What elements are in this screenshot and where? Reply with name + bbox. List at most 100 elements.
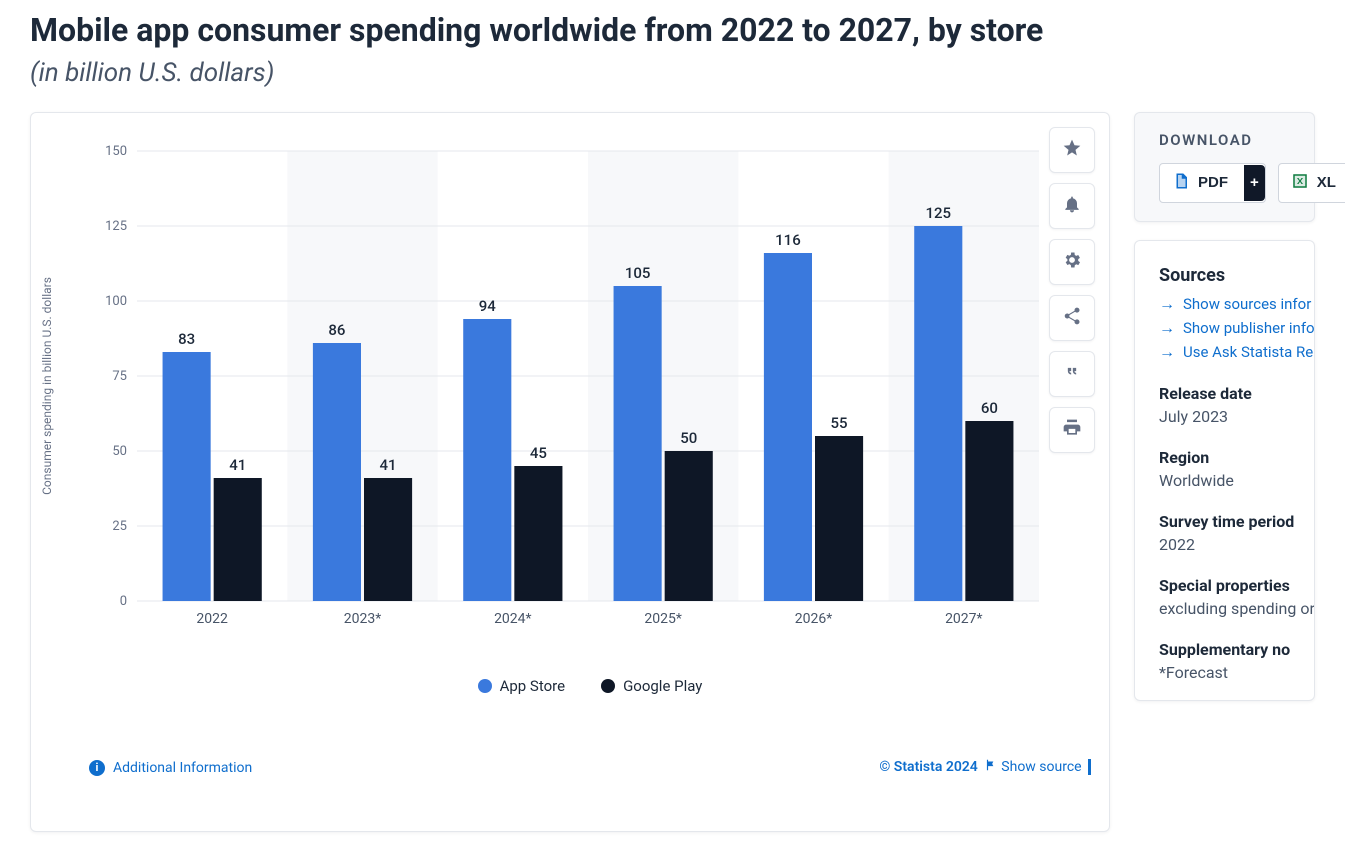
meta-label: Supplementary no [1159, 640, 1314, 659]
meta-group: Special properties excluding spending or [1159, 576, 1314, 618]
svg-text:41: 41 [229, 456, 246, 474]
download-buttons-row: PDF+XL [1159, 163, 1314, 203]
svg-text:2024*: 2024* [494, 611, 532, 627]
svg-text:55: 55 [831, 414, 848, 432]
meta-value: July 2023 [1159, 407, 1314, 426]
meta-group: Supplementary no *Forecast [1159, 640, 1314, 682]
download-pdf-button[interactable]: PDF + [1159, 163, 1266, 203]
meta-label: Special properties [1159, 576, 1314, 595]
source-link[interactable]: → Show publisher info [1159, 318, 1314, 338]
svg-text:2025*: 2025* [644, 611, 682, 627]
download-heading: DOWNLOAD [1159, 131, 1314, 149]
legend-item-google-play[interactable]: Google Play [601, 677, 702, 695]
svg-text:50: 50 [112, 444, 127, 459]
svg-text:2023*: 2023* [344, 611, 382, 627]
svg-text:125: 125 [925, 204, 951, 222]
source-link-label: Show sources infor [1183, 295, 1311, 313]
xls-icon [1291, 172, 1309, 194]
star-icon [1062, 138, 1082, 161]
meta-group: Release date July 2023 [1159, 384, 1314, 426]
meta-value: *Forecast [1159, 663, 1314, 682]
pdf-icon [1172, 172, 1190, 194]
svg-text:105: 105 [625, 264, 651, 282]
favorite-button[interactable] [1049, 127, 1095, 173]
chart-card: Consumer spending in billion U.S. dollar… [30, 112, 1110, 832]
svg-text:41: 41 [380, 456, 397, 474]
chart-plot: Consumer spending in billion U.S. dollar… [89, 141, 1049, 631]
copyright-link[interactable]: © Statista 2024 [879, 758, 997, 776]
svg-text:60: 60 [981, 399, 998, 417]
chart-footer: i Additional Information © Statista 2024… [89, 749, 1091, 776]
meta-label: Survey time period [1159, 512, 1314, 531]
arrow-right-icon: → [1159, 318, 1175, 338]
bar-chart-svg: 0 25 50 75 100 125 150 83 41 2022 86 41 2023* 94 45 202… [89, 141, 1049, 631]
sources-heading: Sources [1159, 265, 1314, 286]
copyright-text: © Statista 2024 [879, 759, 977, 775]
info-icon: i [89, 760, 105, 776]
print-icon [1062, 418, 1082, 441]
title-block: Mobile app consumer spending worldwide f… [30, 10, 1315, 88]
print-button[interactable] [1049, 407, 1095, 453]
svg-text:83: 83 [178, 330, 195, 348]
source-links: →Show sources infor→Show publisher info→… [1159, 294, 1314, 362]
info-icon: i [1088, 759, 1091, 775]
chart-legend: App Store Google Play [89, 677, 1091, 695]
svg-text:2022: 2022 [196, 611, 228, 627]
bell-icon [1062, 194, 1082, 217]
svg-text:2027*: 2027* [945, 611, 983, 627]
meta-group: Region Worldwide [1159, 448, 1314, 490]
meta-value: excluding spending or [1159, 599, 1314, 618]
additional-information-label: Additional Information [113, 760, 252, 776]
arrow-right-icon: → [1159, 342, 1175, 362]
legend-swatch-app-store [478, 679, 492, 693]
quote-icon [1062, 362, 1082, 385]
meta-group: Survey time period 2022 [1159, 512, 1314, 554]
y-axis-label: Consumer spending in billion U.S. dollar… [40, 277, 54, 495]
meta-label: Region [1159, 448, 1314, 467]
svg-text:25: 25 [112, 519, 127, 534]
svg-text:86: 86 [328, 321, 345, 339]
gear-icon [1062, 250, 1082, 273]
meta-label: Release date [1159, 384, 1314, 403]
source-link[interactable]: → Use Ask Statista Re [1159, 342, 1314, 362]
cite-button[interactable] [1049, 351, 1095, 397]
page-title: Mobile app consumer spending worldwide f… [30, 10, 1315, 52]
share-button[interactable] [1049, 295, 1095, 341]
download-card: DOWNLOAD PDF+XL [1134, 112, 1315, 222]
svg-text:125: 125 [105, 219, 127, 234]
sidebar: DOWNLOAD PDF+XL Sources →Show sources in… [1134, 112, 1315, 832]
svg-text:150: 150 [105, 144, 127, 159]
svg-text:75: 75 [112, 369, 127, 384]
download-xl-button[interactable]: XL [1278, 163, 1345, 203]
download-label: XL [1317, 174, 1336, 191]
legend-item-app-store[interactable]: App Store [478, 677, 565, 695]
source-link-label: Show publisher info [1183, 319, 1314, 337]
svg-text:116: 116 [775, 231, 801, 249]
download-label: PDF [1198, 174, 1228, 191]
legend-label-app-store: App Store [500, 677, 565, 695]
share-icon [1062, 306, 1082, 329]
show-source-link[interactable]: Show source i [1001, 759, 1091, 775]
legend-swatch-google-play [601, 679, 615, 693]
plus-badge: + [1244, 165, 1265, 201]
legend-label-google-play: Google Play [623, 677, 702, 695]
svg-text:45: 45 [530, 444, 547, 462]
arrow-right-icon: → [1159, 294, 1175, 314]
settings-button[interactable] [1049, 239, 1095, 285]
svg-text:94: 94 [479, 297, 497, 315]
meta-card: Sources → Show sources infor → Show publish… [1134, 240, 1315, 701]
svg-text:50: 50 [680, 429, 697, 447]
show-source-label: Show source [1001, 759, 1081, 775]
notify-button[interactable] [1049, 183, 1095, 229]
source-link[interactable]: → Show sources infor [1159, 294, 1314, 314]
svg-text:100: 100 [105, 294, 127, 309]
meta-value: 2022 [1159, 535, 1314, 554]
svg-text:2026*: 2026* [795, 611, 833, 627]
meta-value: Worldwide [1159, 471, 1314, 490]
page-subtitle: (in billion U.S. dollars) [30, 58, 1315, 88]
flag-icon [984, 758, 998, 776]
source-link-label: Use Ask Statista Re [1183, 343, 1313, 361]
chart-toolbar [1049, 127, 1095, 453]
svg-text:0: 0 [120, 594, 127, 609]
additional-information-link[interactable]: i Additional Information [89, 760, 252, 776]
